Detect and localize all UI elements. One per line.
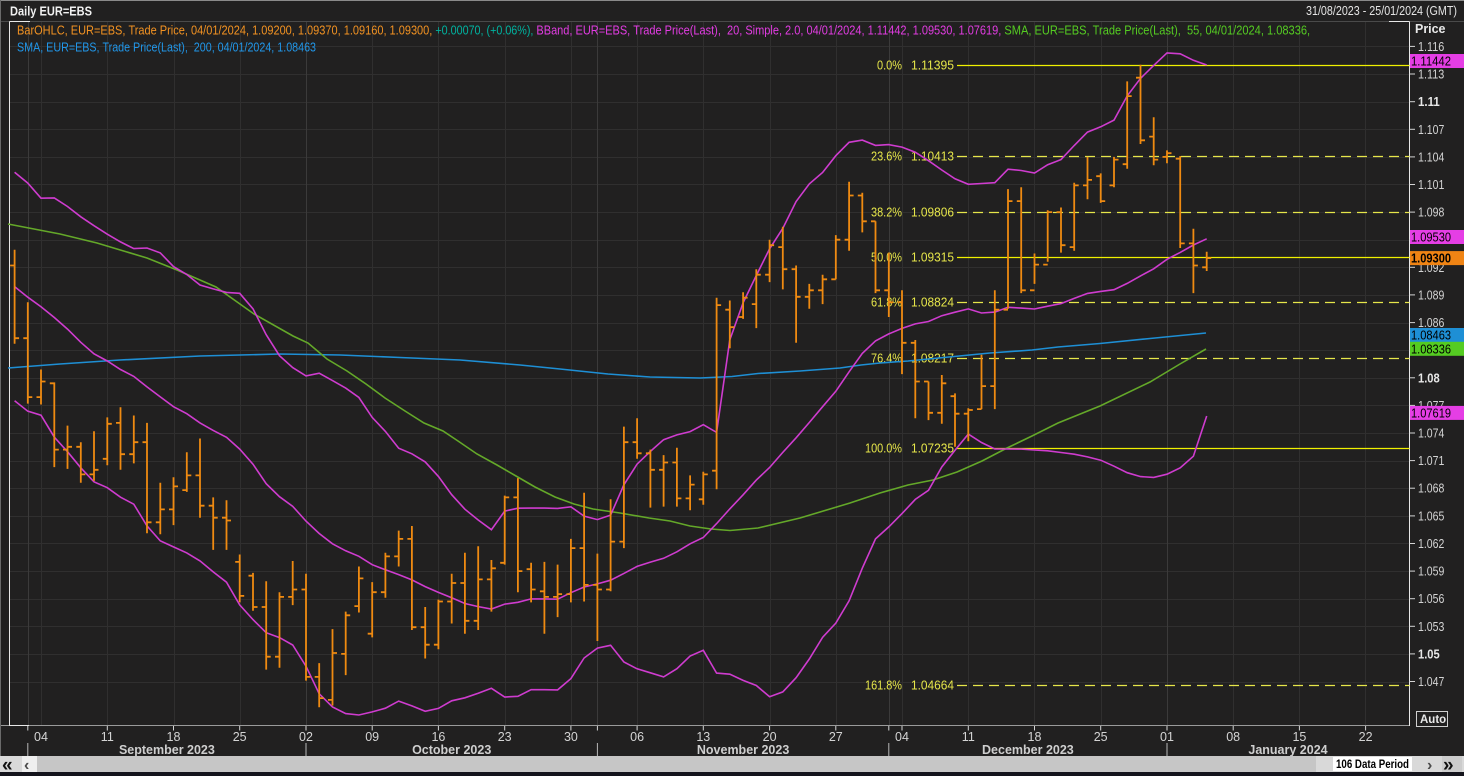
svg-text:15: 15 — [1292, 730, 1306, 744]
svg-text:08: 08 — [1226, 730, 1240, 744]
svg-text:1.05: 1.05 — [1418, 647, 1440, 661]
svg-text:1.11395: 1.11395 — [911, 59, 954, 73]
svg-text:1.09300: 1.09300 — [1411, 252, 1451, 266]
svg-text:1.107: 1.107 — [1418, 123, 1444, 137]
svg-text:›: › — [1427, 757, 1432, 774]
svg-text:1.068: 1.068 — [1418, 482, 1444, 496]
svg-text:02: 02 — [299, 730, 313, 744]
svg-text:BarOHLC, EUR=EBS, Trade Price,: BarOHLC, EUR=EBS, Trade Price, 04/01/202… — [17, 23, 435, 38]
svg-text:18: 18 — [167, 730, 181, 744]
svg-text:27: 27 — [829, 730, 843, 744]
svg-text:1.053: 1.053 — [1418, 620, 1444, 634]
svg-text:1.10413: 1.10413 — [911, 150, 954, 164]
svg-text:1.098: 1.098 — [1418, 206, 1444, 220]
svg-text:1.09315: 1.09315 — [911, 251, 954, 265]
svg-text:23: 23 — [498, 730, 512, 744]
svg-text:1.062: 1.062 — [1418, 537, 1444, 551]
svg-text:1.08: 1.08 — [1418, 371, 1440, 385]
svg-text:1.09806: 1.09806 — [911, 206, 954, 220]
svg-text:+0.00070, (+0.06%),: +0.00070, (+0.06%), — [435, 23, 536, 38]
svg-text:16: 16 — [431, 730, 445, 744]
svg-text:1.071: 1.071 — [1418, 454, 1444, 468]
svg-text:1.11442: 1.11442 — [1411, 55, 1451, 69]
svg-text:1.101: 1.101 — [1418, 178, 1444, 192]
svg-text:25: 25 — [1094, 730, 1108, 744]
svg-text:1.08824: 1.08824 — [911, 296, 954, 310]
svg-text:13: 13 — [696, 730, 710, 744]
svg-text:1.065: 1.065 — [1418, 509, 1444, 523]
svg-text:1.116: 1.116 — [1418, 40, 1444, 54]
svg-text:1.059: 1.059 — [1418, 565, 1444, 579]
svg-text:Price: Price — [1415, 21, 1446, 36]
svg-text:38.2%: 38.2% — [871, 206, 902, 220]
svg-text:1.104: 1.104 — [1418, 150, 1444, 164]
svg-text:106 Data Period: 106 Data Period — [1336, 759, 1409, 771]
svg-text:1.09530: 1.09530 — [1411, 231, 1451, 245]
svg-text:20: 20 — [763, 730, 777, 744]
svg-text:11: 11 — [962, 730, 975, 744]
svg-text:1.086: 1.086 — [1418, 316, 1444, 330]
svg-text:09: 09 — [365, 730, 379, 744]
svg-text:06: 06 — [630, 730, 644, 744]
svg-text:SMA, EUR=EBS, Trade Price(Last: SMA, EUR=EBS, Trade Price(Last), 55, 04/… — [1004, 23, 1310, 38]
svg-text:December 2023: December 2023 — [982, 743, 1074, 757]
svg-text:1.089: 1.089 — [1418, 288, 1444, 302]
svg-text:«: « — [2, 755, 13, 776]
svg-text:23.6%: 23.6% — [871, 150, 902, 164]
svg-text:1.07619: 1.07619 — [1411, 406, 1451, 420]
svg-text:1.07235: 1.07235 — [911, 442, 954, 456]
svg-text:BBand, EUR=EBS, Trade Price(La: BBand, EUR=EBS, Trade Price(Last), 20, S… — [536, 23, 1004, 38]
svg-text:1.08463: 1.08463 — [1411, 329, 1451, 343]
svg-text:1.074: 1.074 — [1418, 427, 1444, 441]
svg-text:0.0%: 0.0% — [877, 59, 902, 73]
svg-text:SMA, EUR=EBS, Trade Price(Last: SMA, EUR=EBS, Trade Price(Last), 200, 04… — [17, 40, 316, 55]
svg-text:October 2023: October 2023 — [412, 743, 491, 757]
svg-text:November 2023: November 2023 — [697, 743, 789, 757]
svg-text:1.047: 1.047 — [1418, 675, 1444, 689]
svg-text:25: 25 — [233, 730, 247, 744]
svg-text:Auto: Auto — [1420, 714, 1446, 726]
svg-text:1.08336: 1.08336 — [1411, 342, 1451, 356]
svg-text:1.04664: 1.04664 — [911, 679, 954, 693]
svg-text:161.8%: 161.8% — [865, 679, 902, 693]
svg-text:1.11: 1.11 — [1418, 95, 1440, 109]
svg-text:04: 04 — [34, 730, 48, 744]
svg-text:‹: ‹ — [24, 757, 29, 774]
svg-text:11: 11 — [101, 730, 114, 744]
svg-text:61.8%: 61.8% — [871, 296, 902, 310]
svg-text:Daily EUR=EBS: Daily EUR=EBS — [10, 5, 92, 19]
svg-text:30: 30 — [564, 730, 578, 744]
svg-text:100.0%: 100.0% — [865, 442, 902, 456]
svg-text:01: 01 — [1160, 730, 1174, 744]
svg-text:1.113: 1.113 — [1418, 68, 1444, 82]
svg-text:18: 18 — [1028, 730, 1042, 744]
svg-text:50.0%: 50.0% — [871, 251, 902, 265]
svg-text:22: 22 — [1359, 730, 1373, 744]
svg-text:31/08/2023 - 25/01/2024 (GMT): 31/08/2023 - 25/01/2024 (GMT) — [1306, 4, 1457, 18]
svg-text:04: 04 — [895, 730, 909, 744]
svg-text:»: » — [1443, 755, 1454, 776]
svg-text:1.056: 1.056 — [1418, 592, 1444, 606]
svg-text:January 2024: January 2024 — [1248, 743, 1327, 757]
svg-text:September 2023: September 2023 — [119, 743, 215, 757]
